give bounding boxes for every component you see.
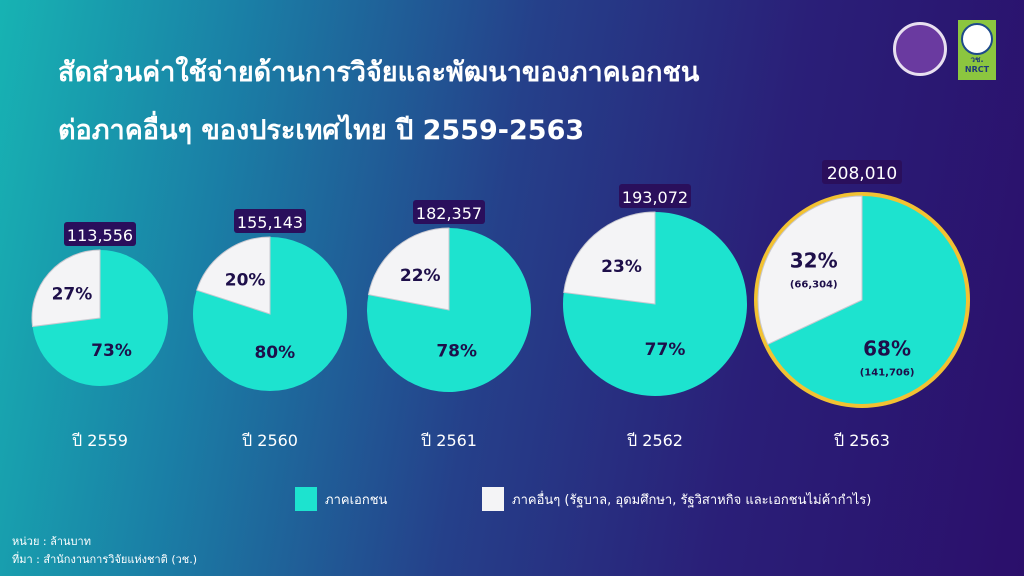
- legend-label-other: ภาคอื่นๆ (รัฐบาล, อุดมศึกษา, รัฐวิสาหกิจ…: [512, 492, 872, 508]
- pie-slice-other: [367, 227, 450, 311]
- title-line-1: สัดส่วนค่าใช้จ่ายด้านการวิจัยและพัฒนาของ…: [58, 57, 700, 88]
- year-label: ปี 2560: [242, 431, 298, 450]
- private-pct-label: 68%: [863, 337, 911, 361]
- total-label: 208,010: [827, 164, 897, 184]
- title-line-2: ต่อภาคอื่นๆ ของประเทศไทย ปี 2559-2563: [58, 115, 585, 146]
- private-value-label: (141,706): [860, 368, 915, 379]
- other-pct-label: 20%: [225, 271, 266, 291]
- year-label: ปี 2561: [421, 431, 477, 450]
- other-pct-label: 27%: [52, 284, 93, 304]
- total-box: [822, 160, 902, 184]
- nrct-logo: วช. NRCT: [958, 20, 996, 80]
- unit-note: หน่วย : ล้านบาท: [12, 535, 91, 548]
- legend-item-other: ภาคอื่นๆ (รัฐบาล, อุดมศึกษา, รัฐวิสาหกิจ…: [482, 487, 871, 511]
- legend-item-private: ภาคเอกชน: [295, 487, 387, 511]
- total-box: [234, 209, 306, 233]
- pie-slice-other: [196, 236, 271, 315]
- total-label: 113,556: [67, 226, 133, 245]
- private-pct-label: 77%: [645, 340, 686, 360]
- total-box: [64, 222, 136, 246]
- other-pct-label: 32%: [790, 248, 838, 272]
- other-pct-label: 23%: [601, 257, 642, 277]
- legend-swatch-private: [295, 487, 317, 511]
- total-box: [619, 184, 691, 208]
- total-label: 155,143: [237, 213, 303, 232]
- private-pct-label: 78%: [436, 341, 477, 361]
- total-label: 193,072: [622, 188, 688, 207]
- other-pct-label: 22%: [400, 266, 441, 286]
- private-pct-label: 73%: [91, 341, 132, 361]
- other-value-label: (66,304): [790, 279, 838, 290]
- pie-slice-other: [757, 195, 863, 345]
- legend-swatch-other: [482, 487, 504, 511]
- nrct-logo-text: วช. NRCT: [964, 55, 990, 74]
- legend-label-private: ภาคเอกชน: [325, 492, 388, 508]
- pie-slice-other: [31, 249, 101, 328]
- year-label: ปี 2562: [627, 431, 683, 450]
- total-box: [413, 200, 485, 224]
- pie-slice-other: [563, 211, 656, 305]
- pie-slice-private: [767, 196, 967, 404]
- private-pct-label: 80%: [254, 343, 295, 363]
- year-label: ปี 2563: [834, 431, 890, 450]
- total-label: 182,357: [416, 204, 482, 223]
- source-note: ที่มา : สำนักงานการวิจัยแห่งชาติ (วช.): [12, 553, 198, 566]
- institution-seal-logo: [893, 22, 947, 76]
- year-label: ปี 2559: [72, 431, 128, 450]
